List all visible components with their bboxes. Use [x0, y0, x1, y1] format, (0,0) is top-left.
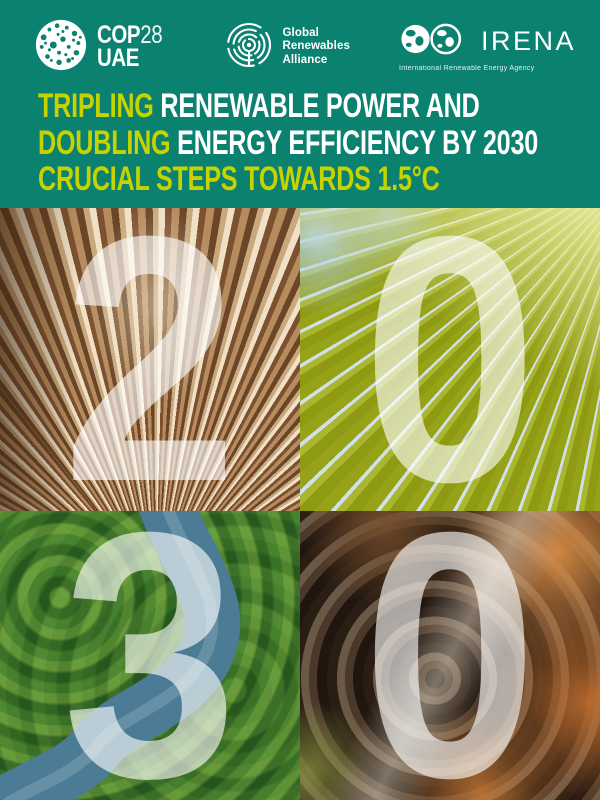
gra-line-1: Global: [282, 26, 319, 39]
cover-title: TRIPLING RENEWABLE POWER AND DOUBLING EN…: [38, 88, 598, 198]
cop28-wordmark: COP28 UAE: [97, 21, 163, 72]
photo-aerial-rock-canyon: 0: [300, 511, 600, 800]
year-digit-2: 2: [62, 208, 238, 511]
logo-cop28: COP28 UAE: [34, 18, 177, 77]
cop-28-label: 28: [140, 21, 163, 49]
photo-green-palm-leaf: 0: [300, 208, 600, 511]
year-digit-3: 3: [62, 511, 238, 800]
gra-line-2: Renewables: [282, 40, 350, 53]
masthead: COP28 UAE Global Renewables Alliance: [34, 12, 576, 82]
title-line-3-highlight: CRUCIAL STEPS TOWARDS 1.5°C: [38, 160, 440, 198]
uae-label: UAE: [97, 44, 140, 72]
title-line-2-highlight: DOUBLING: [38, 123, 171, 162]
cop-label: COP: [97, 21, 141, 49]
title-line-1: TRIPLING RENEWABLE POWER AND: [38, 87, 480, 125]
irena-globes-icon: [399, 22, 473, 61]
year-digit-0b: 0: [362, 511, 538, 800]
photo-aerial-forest-river: 3: [0, 511, 300, 800]
logo-global-renewables-alliance: Global Renewables Alliance: [225, 21, 350, 74]
logo-irena: IRENA International Renewable Energy Age…: [399, 22, 576, 72]
year-digit-0a: 0: [362, 208, 538, 511]
title-line-2: DOUBLING ENERGY EFFICIENCY BY 2030: [38, 123, 538, 162]
cop28-globe-icon: [34, 18, 88, 77]
irena-subtitle: International Renewable Energy Agency: [398, 65, 535, 72]
photo-dried-palm-fronds: 2: [0, 208, 300, 511]
gra-wordmark: Global Renewables Alliance: [282, 27, 349, 68]
irena-wordmark: IRENA: [480, 26, 576, 56]
gra-line-3: Alliance: [282, 53, 328, 66]
title-line-1-rest: RENEWABLE POWER AND: [153, 87, 480, 125]
gra-rings-icon: [225, 21, 273, 74]
title-line-2-rest: ENERGY EFFICIENCY BY 2030: [170, 123, 538, 162]
title-line-1-highlight: TRIPLING: [38, 87, 154, 125]
river-graphic: [0, 511, 241, 800]
title-line-3: CRUCIAL STEPS TOWARDS 1.5°C: [38, 161, 452, 198]
